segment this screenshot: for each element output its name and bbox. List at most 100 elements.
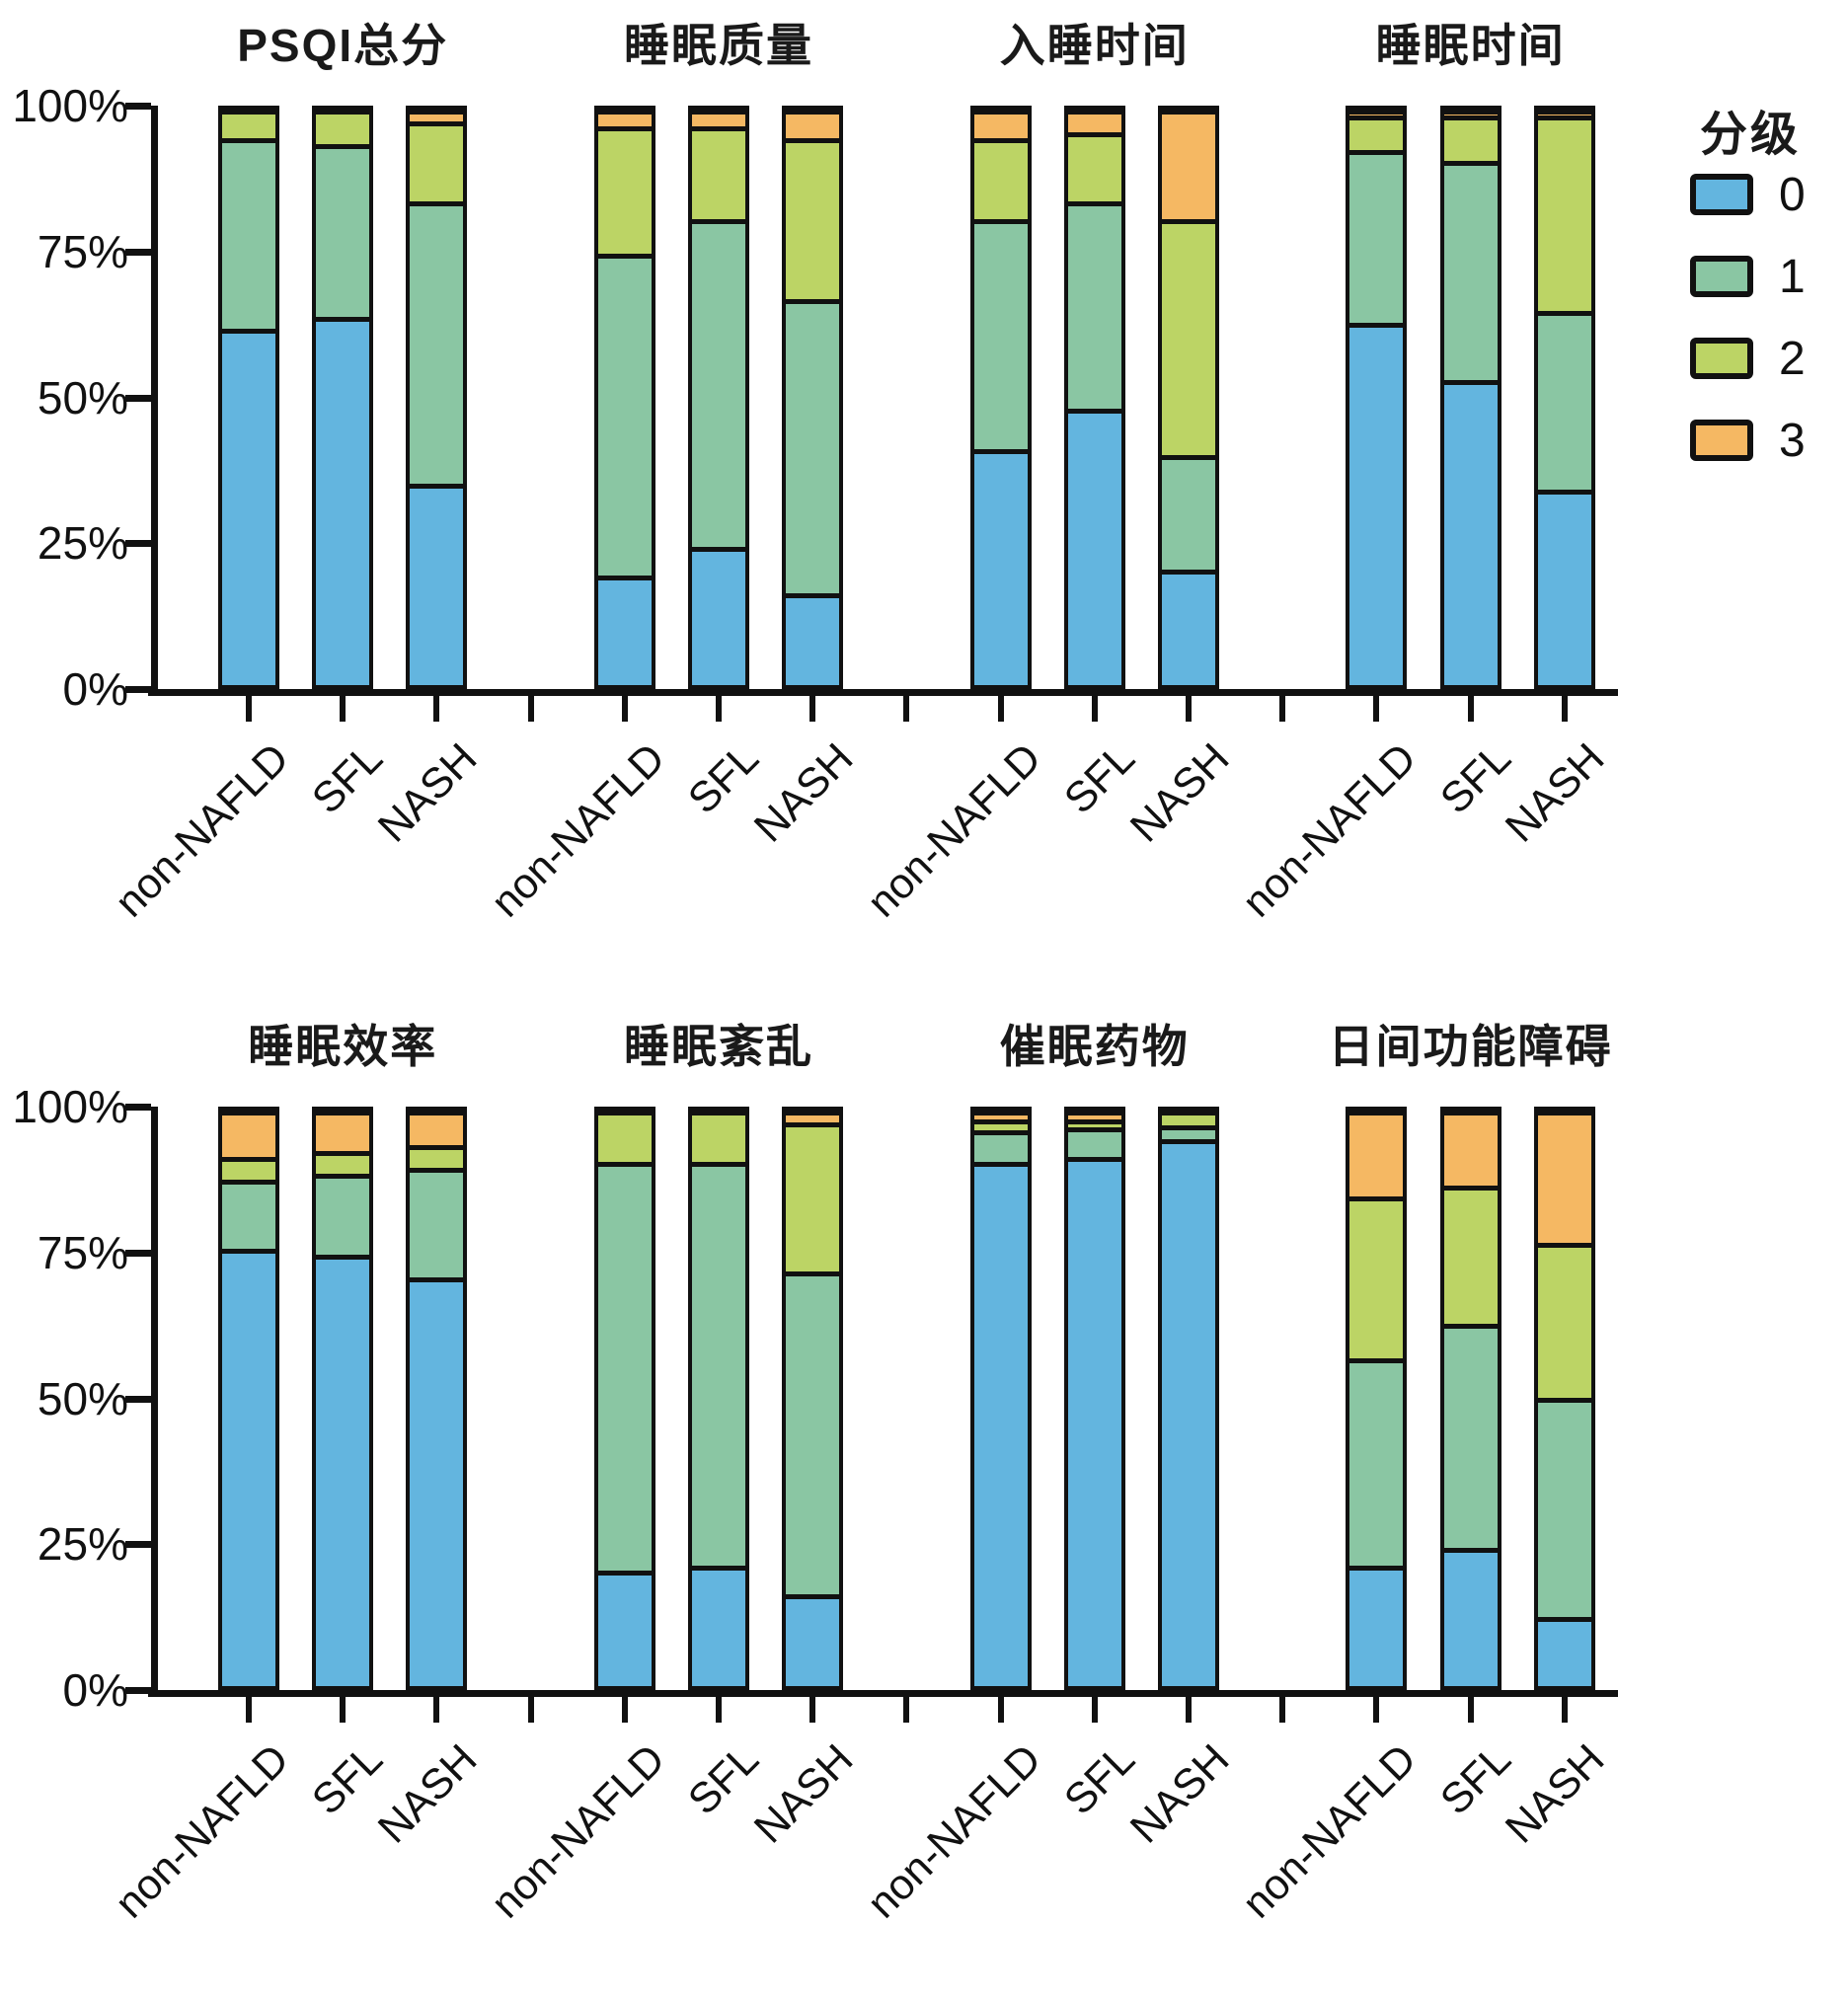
bar-segment-grade-3 [316, 1111, 370, 1151]
x-axis-tick [809, 696, 816, 722]
x-category-label: non-NAFLD [106, 734, 298, 927]
x-category-label: non-NAFLD [858, 1735, 1050, 1928]
x-axis-tick [246, 1697, 252, 1723]
legend-swatch-grade-0 [1690, 174, 1753, 215]
x-axis-tick [716, 1697, 722, 1723]
legend-title: 分级 [1700, 109, 1802, 161]
bar-segment-grade-2 [1443, 1185, 1498, 1324]
stacked-bar-催眠药物-SFL [1063, 1107, 1125, 1690]
bar-segment-grade-2 [1162, 1111, 1215, 1125]
bar-segment-grade-1 [410, 201, 464, 484]
x-axis-tick [1561, 1697, 1568, 1723]
stacked-bar-睡眠效率-SFL [312, 1107, 374, 1690]
x-axis-tick [903, 696, 910, 722]
bar-segment-grade-1 [410, 1168, 464, 1278]
stacked-bar-睡眠紊乱-NASH [782, 1107, 844, 1690]
x-axis-tick [621, 696, 628, 722]
bar-segment-grade-1 [692, 1162, 745, 1566]
x-axis-tick [903, 1697, 910, 1723]
panel-title: 睡眠质量 [624, 20, 813, 71]
panel-title: 睡眠紊乱 [624, 1021, 813, 1072]
y-axis-tick [125, 1104, 151, 1111]
x-category-label: non-NAFLD [858, 734, 1050, 927]
y-axis-tick [125, 1687, 151, 1694]
bar-segment-grade-3 [410, 110, 464, 121]
stacked-bar-睡眠紊乱-SFL [688, 1107, 749, 1690]
bar-segment-grade-0 [410, 1277, 464, 1686]
bar-segment-grade-1 [597, 1162, 652, 1572]
stacked-bar-睡眠质量-NASH [782, 106, 844, 689]
x-category-label: NASH [1120, 734, 1238, 852]
x-axis-tick [527, 1697, 534, 1723]
bar-segment-grade-2 [316, 1150, 370, 1175]
bar-segment-grade-0 [222, 328, 275, 685]
bar-segment-grade-0 [786, 592, 840, 685]
bar-segment-grade-3 [597, 110, 652, 127]
x-axis-tick [433, 696, 440, 722]
x-category-label: non-NAFLD [106, 1735, 298, 1928]
bar-segment-grade-0 [597, 576, 652, 685]
x-axis-tick [997, 1697, 1004, 1723]
bar-segment-grade-2 [786, 138, 840, 300]
panel-title: 睡眠时间 [1375, 20, 1566, 71]
y-axis-tick [125, 540, 151, 548]
y-axis-tick-label: 100% [12, 80, 128, 131]
bar-segment-grade-2 [973, 138, 1028, 219]
y-axis-tick-label: 50% [37, 1372, 128, 1424]
bar-segment-grade-1 [222, 1179, 275, 1249]
legend-label-grade-2: 2 [1779, 333, 1806, 385]
legend-swatch-grade-2 [1690, 338, 1753, 379]
bar-segment-grade-0 [692, 1565, 745, 1686]
x-axis-tick [1186, 696, 1192, 722]
stacked-bar-入睡时间-non-NAFLD [969, 106, 1032, 689]
x-axis-tick [621, 1697, 628, 1723]
bar-segment-grade-2 [1443, 115, 1498, 162]
bar-segment-grade-3 [692, 110, 745, 127]
stacked-bar-睡眠时间-non-NAFLD [1346, 106, 1408, 689]
bar-segment-grade-1 [1443, 161, 1498, 380]
stacked-bar-睡眠效率-non-NAFLD [218, 1107, 279, 1690]
x-axis-tick [340, 1697, 346, 1723]
bar-segment-grade-0 [316, 316, 370, 685]
bar-segment-grade-2 [597, 126, 652, 254]
bar-segment-grade-0 [973, 1162, 1028, 1686]
stacked-bar-睡眠紊乱-non-NAFLD [593, 1107, 655, 1690]
y-axis-tick [125, 248, 151, 256]
x-category-label: non-NAFLD [482, 734, 674, 927]
bar-segment-grade-2 [973, 1118, 1028, 1131]
bar-segment-grade-3 [1162, 110, 1215, 219]
bar-segment-grade-3 [786, 1111, 840, 1122]
x-axis-tick [1467, 696, 1474, 722]
x-category-label: NASH [368, 1735, 487, 1853]
bar-segment-grade-0 [1443, 379, 1498, 685]
stacked-bar-催眠药物-NASH [1158, 1107, 1219, 1690]
bar-segment-grade-3 [1537, 110, 1591, 115]
y-axis-line [151, 1107, 158, 1697]
y-axis-tick [125, 1541, 151, 1549]
bar-segment-grade-0 [222, 1248, 275, 1686]
y-axis-tick [125, 1249, 151, 1257]
y-axis-tick-label: 25% [37, 1518, 128, 1571]
stacked-bar-睡眠效率-NASH [406, 1107, 468, 1690]
bar-segment-grade-2 [1349, 1196, 1404, 1358]
panel-title: PSQI总分 [237, 20, 449, 71]
x-axis-tick [1091, 696, 1098, 722]
x-axis-tick [246, 696, 252, 722]
stacked-bar-睡眠时间-NASH [1533, 106, 1595, 689]
x-category-label: non-NAFLD [482, 1735, 674, 1928]
y-axis-tick [125, 103, 151, 110]
bar-segment-grade-1 [1067, 201, 1121, 410]
stacked-bar-入睡时间-NASH [1158, 106, 1219, 689]
bar-segment-grade-1 [1349, 149, 1404, 323]
bar-segment-grade-0 [1443, 1548, 1498, 1686]
y-axis-tick-label: 75% [37, 225, 128, 277]
x-axis-tick [1467, 1697, 1474, 1723]
bar-segment-grade-0 [597, 1571, 652, 1686]
x-axis-tick [433, 1697, 440, 1723]
y-axis-tick-label: 25% [37, 517, 128, 570]
x-axis-tick [1279, 696, 1286, 722]
bar-segment-grade-3 [1349, 1111, 1404, 1197]
bar-segment-grade-2 [692, 126, 745, 219]
bar-segment-grade-1 [973, 218, 1028, 449]
bar-segment-grade-3 [786, 110, 840, 139]
